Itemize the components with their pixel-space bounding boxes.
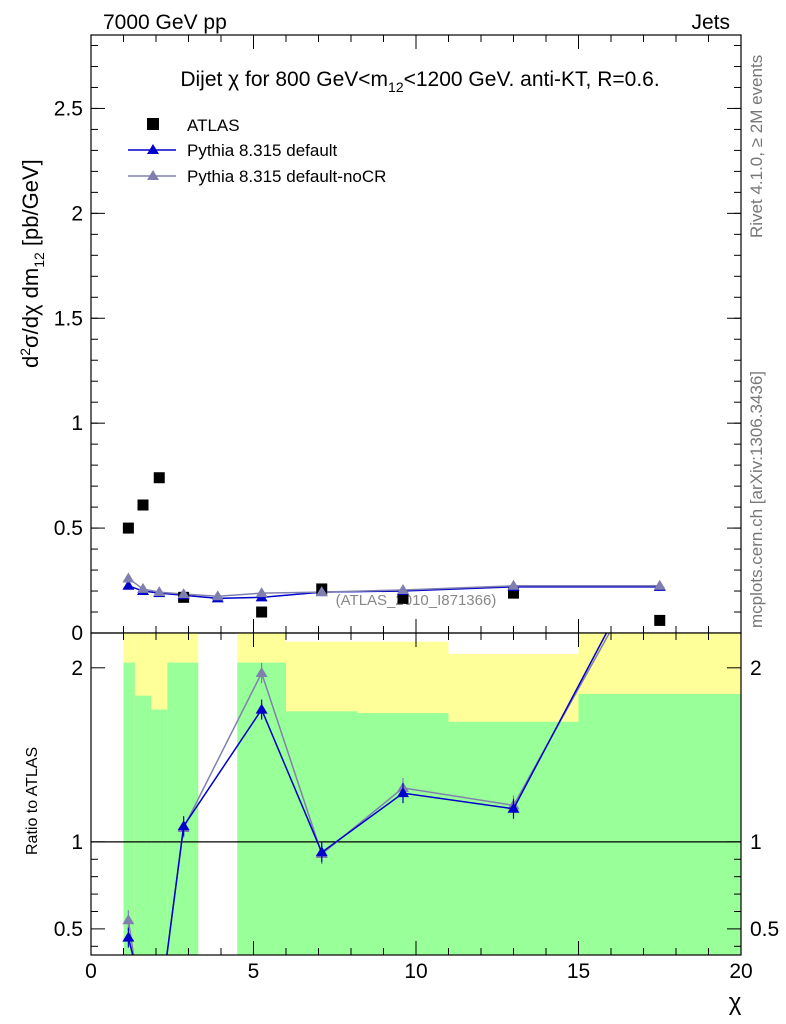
x-axis-label: χ (729, 989, 742, 1016)
atlas-data-point (137, 499, 149, 511)
ratio-data-point (122, 931, 135, 942)
ratio-y-tick-label-left: 0.5 (54, 918, 83, 941)
mc-data-point (122, 579, 135, 590)
legend-marker-atlas (147, 118, 159, 130)
ratio-panel: 0.5 0.51 12 20 5 10 15 20 Ratio to ATLAS χ (24, 632, 779, 1016)
atlas-data-point (397, 592, 409, 604)
atlas-data-point (122, 522, 134, 534)
ratio-data-point (507, 802, 520, 813)
mc-data-point (653, 579, 666, 590)
legend-label-default: Pythia 8.315 default (187, 141, 338, 160)
series-line (128, 585, 660, 600)
ratio-data-point (397, 787, 409, 798)
y-tick-label: 1.5 (54, 307, 83, 330)
ratio-y-tick-label-left: 2 (71, 657, 83, 680)
mc-data-point (122, 572, 135, 583)
ratio-y-tick-label-right: 0.5 (750, 918, 779, 941)
series-line (127, 577, 660, 598)
ratio-data-point (255, 667, 268, 678)
uncertainty-band-green (578, 693, 741, 955)
x-tick-label: 20 (729, 960, 752, 983)
uncertainty-band-green (123, 662, 135, 955)
mc-data-point (137, 582, 149, 593)
main-panel: Dijet χ for 800 GeV<m12<1200 GeV. anti-K… (17, 34, 742, 645)
legend-label-nocr: Pythia 8.315 default-noCR (187, 167, 386, 186)
main-title: Dijet χ for 800 GeV<m12<1200 GeV. anti-K… (180, 68, 659, 95)
legend-marker-nocr (147, 170, 159, 180)
header-left: 7000 GeV pp (103, 11, 227, 34)
legend-label-atlas: ATLAS (187, 116, 240, 135)
uncertainty-band-green (357, 713, 449, 955)
y-tick-label: 1 (71, 412, 83, 435)
ratio-series-group (122, 633, 611, 955)
mc-data-point (397, 583, 409, 594)
rivet-label: Rivet 4.1.0, ≥ 2M events (747, 55, 766, 238)
mc-data-point (315, 586, 328, 597)
uncertainty-band-green (448, 721, 579, 955)
mc-data-point (153, 586, 166, 597)
x-tick-label: 5 (248, 960, 260, 983)
legend: ATLAS Pythia 8.315 default Pythia 8.315 … (128, 116, 386, 186)
ratio-data (122, 633, 611, 955)
mcplots-label: mcplots.cern.ch [arXiv:1306.3436] (747, 371, 766, 628)
atlas-data-point (153, 472, 165, 484)
ratio-data-point (255, 703, 268, 714)
ratio-y-tick-label-right: 1 (750, 831, 762, 854)
ratio-frame (90, 632, 742, 956)
y-tick-label: 0 (71, 622, 83, 645)
main-y-label: d2σ/dχ dm12 [pb/GeV] (17, 159, 47, 368)
ratio-data-point (315, 846, 328, 857)
legend-marker-default (147, 144, 159, 154)
analysis-watermark: (ATLAS_2010_I871366) (336, 592, 497, 609)
ratio-data-point (122, 914, 135, 925)
header-right: Jets (691, 11, 730, 34)
atlas-data-point (256, 606, 268, 618)
y-tick-label: 2 (71, 202, 83, 225)
y-tick-label: 2.5 (54, 97, 83, 120)
main-y-ticks: 0 0.5 1 1.5 2 2.5 (54, 35, 742, 645)
atlas-data-point (654, 614, 666, 626)
main-data (122, 472, 666, 626)
y-tick-label: 0.5 (54, 517, 83, 540)
uncertainty-band-green (134, 695, 152, 955)
ratio-data-point (177, 820, 190, 831)
mc-data-point (255, 587, 268, 598)
uncertainty-band-green (286, 711, 358, 955)
mc-data-point (177, 588, 190, 599)
ratio-y-label: Ratio to ATLAS (24, 747, 41, 855)
x-tick-label: 10 (404, 960, 427, 983)
uncertainty-band-green (151, 709, 168, 955)
ratio-bands (123, 633, 741, 955)
x-tick-label: 0 (85, 960, 97, 983)
mc-data-point (507, 579, 520, 590)
atlas-data-point (508, 587, 519, 599)
ratio-y-tick-label-right: 2 (750, 657, 762, 680)
mc-data-point (211, 590, 224, 601)
ratio-y-tick-label-left: 1 (71, 831, 83, 854)
x-tick-label: 15 (567, 960, 590, 983)
